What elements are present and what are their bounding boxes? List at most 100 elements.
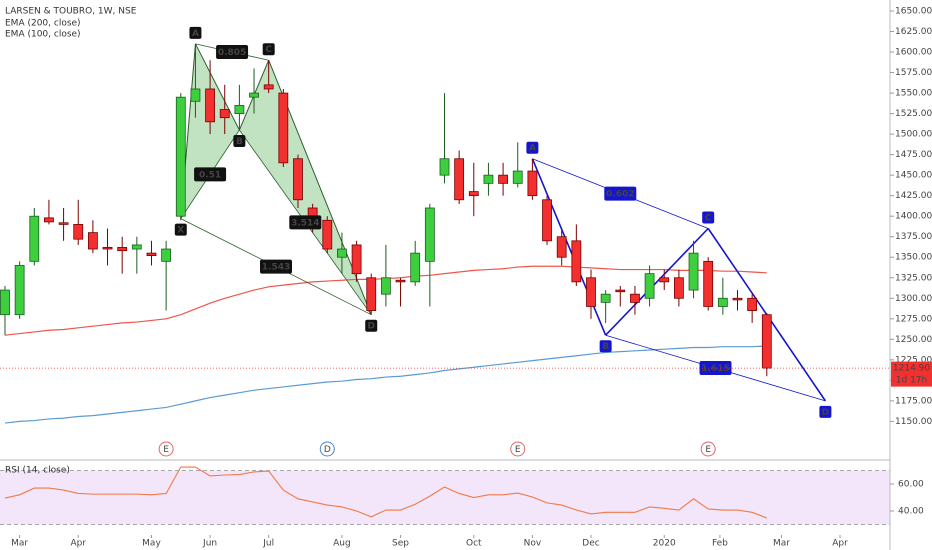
- x-tick-label: Mar: [11, 539, 28, 549]
- legend-entry: EMA (100, close): [5, 30, 81, 40]
- x-tick-label: Nov: [524, 539, 542, 549]
- x-tick-label: Dec: [582, 539, 599, 549]
- candle-body: [0, 289, 10, 316]
- candle-body: [571, 240, 582, 283]
- rsi-title: RSI (14, close): [5, 466, 70, 476]
- candle-body: [703, 260, 714, 307]
- candle-body: [483, 174, 494, 184]
- ratio-label: 3.514: [291, 218, 319, 228]
- candle-body: [542, 199, 552, 242]
- point-label: X: [177, 226, 184, 236]
- y-tick-label: 1275.00: [895, 314, 932, 324]
- candle-body: [131, 244, 142, 250]
- legend-entry: EMA (200, close): [5, 19, 81, 29]
- candle-body: [395, 279, 406, 283]
- candles: [0, 43, 772, 377]
- candle-body: [146, 252, 157, 256]
- rsi-y-tick-label: 60.00: [898, 480, 924, 490]
- point-box: [233, 135, 246, 148]
- y-tick-label: 1575.00: [895, 68, 932, 78]
- candle-body: [732, 297, 743, 301]
- point-box: [189, 26, 202, 39]
- ratio-label: 1.543: [262, 263, 290, 273]
- candle-body: [73, 224, 84, 240]
- candle-body: [556, 236, 567, 258]
- ratio-box: [260, 259, 293, 274]
- ratio-box: [699, 361, 732, 376]
- x-tick-label: Mar: [773, 539, 790, 549]
- candle-body: [117, 246, 128, 252]
- x-tick-label: Jul: [262, 539, 274, 549]
- ratio-label: 0.51: [199, 170, 221, 180]
- y-tick-label: 1600.00: [895, 48, 932, 58]
- y-tick-label: 1375.00: [895, 232, 932, 242]
- point-box: [702, 211, 715, 224]
- candle-body: [161, 248, 172, 262]
- y-tick-label: 1150.00: [895, 417, 932, 427]
- countdown-label: 1d 17h: [896, 376, 927, 386]
- candle-body: [410, 252, 421, 283]
- candle-body: [337, 248, 347, 258]
- rsi-y-tick-label: 40.00: [898, 506, 924, 516]
- candle-body: [615, 289, 626, 293]
- ema-line: [4, 345, 767, 424]
- x-tick-label: Aug: [333, 539, 351, 549]
- ratio-label: 0.602: [606, 190, 634, 200]
- x-tick-label: 2020: [653, 539, 676, 549]
- ratio-box: [289, 215, 322, 230]
- ratio-label: 1.615: [701, 364, 729, 374]
- event-marker: [319, 441, 335, 457]
- y-tick-label: 1450.00: [895, 171, 932, 181]
- event-marker: [158, 441, 174, 457]
- y-tick-label: 1350.00: [895, 253, 932, 263]
- y-tick-label: 1425.00: [895, 191, 932, 201]
- y-tick-label: 1175.00: [895, 396, 932, 406]
- candle-body: [205, 88, 215, 123]
- last-price-label: 1214.90: [893, 364, 930, 374]
- candle-body: [512, 170, 523, 184]
- x-tick-label: Apr: [70, 539, 86, 549]
- y-tick-label: 1325.00: [895, 273, 932, 283]
- rsi-line: [4, 466, 767, 519]
- point-label: C: [705, 214, 712, 224]
- y-tick-label: 1475.00: [895, 150, 932, 160]
- last-price-box: [891, 361, 932, 387]
- ratio-box: [216, 45, 249, 60]
- candle-body: [219, 109, 230, 119]
- candle-body: [351, 244, 362, 275]
- rsi-pane: [0, 466, 890, 525]
- pattern-labels: 0.805 0.51 3.514 1.543 X A B C D 0.602 1.615 A B C D: [174, 26, 832, 418]
- candle-body: [600, 293, 611, 303]
- ratio-box: [604, 186, 637, 201]
- point-label: B: [602, 342, 609, 352]
- event-marker: [700, 441, 716, 457]
- candle-body: [468, 191, 479, 197]
- candle-body: [644, 273, 655, 299]
- point-box: [819, 405, 832, 418]
- candle-body: [424, 207, 435, 262]
- point-label: D: [367, 322, 374, 332]
- point-label: D: [822, 408, 829, 418]
- candle-body: [673, 277, 684, 299]
- candle-body: [380, 277, 391, 295]
- candle-body: [293, 158, 303, 201]
- point-box: [365, 319, 378, 332]
- point-label: B: [236, 137, 243, 147]
- x-tick-label: Apr: [832, 539, 848, 549]
- candle-body: [249, 92, 259, 98]
- candle-body: [366, 277, 377, 311]
- x-tick-label: Jun: [202, 539, 217, 549]
- y-tick-label: 1250.00: [895, 335, 932, 345]
- candle-body: [14, 265, 25, 316]
- y-tick-label: 1400.00: [895, 212, 932, 222]
- point-box: [174, 223, 187, 236]
- y-tick-label: 1625.00: [895, 27, 932, 37]
- candle-body: [527, 170, 538, 197]
- chart-title: LARSEN & TOUBRO, 1W, NSE: [5, 7, 137, 17]
- candle-body: [630, 293, 640, 303]
- x-tick-label: Sep: [392, 539, 409, 549]
- event-label: E: [163, 445, 169, 455]
- candle-body: [498, 174, 508, 184]
- x-tick-label: May: [142, 539, 161, 549]
